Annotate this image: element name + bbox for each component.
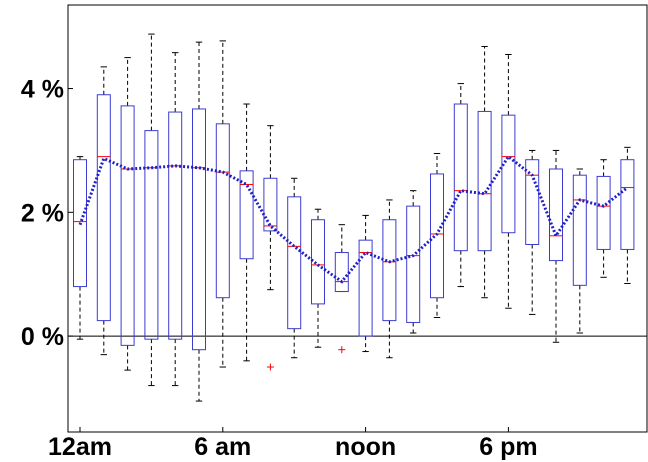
box-iqr bbox=[287, 196, 302, 330]
mean-series-line bbox=[78, 154, 629, 284]
x-tick-label-1: 6 am bbox=[194, 433, 251, 461]
box-iqr bbox=[215, 123, 230, 299]
box-group-1 bbox=[96, 66, 111, 356]
box-iqr bbox=[620, 159, 635, 250]
box-group-4 bbox=[168, 52, 183, 387]
box-iqr bbox=[430, 173, 444, 299]
box-group-0 bbox=[73, 156, 87, 340]
box-iqr bbox=[572, 174, 587, 286]
box-iqr bbox=[192, 108, 206, 351]
box-group-20 bbox=[549, 149, 563, 343]
axis-tick-labels: 12am 6 am noon 6 pm 0 % 2 % 4 % bbox=[21, 76, 538, 461]
box-iqr bbox=[596, 175, 611, 250]
box-group-2 bbox=[120, 57, 135, 371]
box-group-9 bbox=[287, 177, 302, 359]
box-group-12 bbox=[358, 214, 373, 353]
box-iqr bbox=[358, 239, 373, 337]
box-iqr bbox=[96, 94, 111, 322]
box-group-8 bbox=[263, 125, 278, 371]
y-tick-label-0: 0 % bbox=[21, 323, 64, 351]
x-tick-label-3: 6 pm bbox=[479, 433, 537, 461]
box-group-15 bbox=[430, 153, 444, 319]
box-iqr bbox=[239, 170, 254, 260]
y-tick-label-2: 4 % bbox=[21, 76, 64, 104]
outlier-marker bbox=[266, 363, 274, 371]
box-iqr bbox=[120, 105, 135, 346]
box-iqr bbox=[525, 159, 540, 245]
box-group-18 bbox=[501, 54, 516, 309]
outlier-marker bbox=[338, 346, 346, 354]
box-iqr bbox=[263, 177, 278, 232]
box-group-7 bbox=[239, 103, 254, 362]
x-tick-label-0: 12am bbox=[48, 433, 112, 461]
box-group-14 bbox=[406, 190, 421, 334]
x-tick-label-2: noon bbox=[335, 433, 396, 461]
box-iqr bbox=[549, 168, 563, 262]
box-iqr bbox=[311, 219, 325, 305]
box-iqr bbox=[501, 114, 516, 234]
box-iqr bbox=[144, 130, 159, 340]
y-tick-label-1: 2 % bbox=[21, 199, 64, 227]
box-iqr bbox=[406, 205, 421, 323]
box-iqr bbox=[382, 219, 397, 322]
box-group-16 bbox=[453, 83, 468, 288]
chart-marks bbox=[68, 33, 647, 432]
box-iqr bbox=[453, 103, 468, 252]
box-iqr bbox=[168, 111, 183, 340]
plot-area-frame bbox=[67, 4, 648, 433]
box-iqr bbox=[73, 159, 87, 288]
box-group-19 bbox=[525, 149, 540, 315]
